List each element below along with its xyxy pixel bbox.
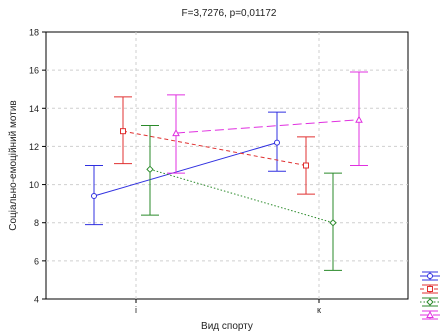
legend-marker [427, 273, 433, 279]
series-layer [85, 71, 368, 271]
chart-title: F=3,7276, p=0,01172 [182, 8, 277, 19]
x-tick-label: к [317, 305, 321, 315]
legend-item-1 [420, 271, 440, 281]
y-tick-label: 16 [29, 66, 39, 76]
data-point [329, 219, 337, 227]
y-tick-label: 14 [29, 104, 39, 114]
legend-marker [426, 298, 434, 306]
x-tick-label: і [135, 305, 137, 315]
legend-item-3 [420, 297, 440, 307]
legend-marker [426, 310, 434, 318]
x-axis-label: Вид спорту [201, 321, 253, 332]
series-line [149, 168, 334, 224]
y-tick-label: 18 [29, 28, 39, 38]
y-axis: 4 6 8 10 12 14 16 18 [29, 28, 46, 305]
series-2 [114, 96, 315, 195]
y-tick-label: 12 [29, 142, 39, 152]
data-point [355, 115, 363, 123]
series-line [93, 142, 278, 197]
data-point [172, 129, 180, 137]
y-tick-label: 10 [29, 180, 39, 190]
data-point [120, 128, 126, 135]
data-point [274, 139, 280, 146]
grid [46, 32, 408, 299]
data-point [146, 165, 154, 174]
series-line [122, 130, 307, 166]
data-point [303, 162, 309, 169]
legend [420, 271, 440, 320]
series-3 [141, 124, 342, 271]
y-axis-label: Соціально-емоційний мотив [8, 100, 19, 230]
series-4 [167, 71, 368, 174]
series-1 [85, 111, 286, 226]
legend-item-2 [420, 284, 440, 294]
series-line [175, 119, 360, 134]
y-tick-label: 4 [34, 295, 39, 305]
legend-marker [427, 286, 433, 292]
y-tick-label: 8 [34, 218, 39, 228]
y-tick-label: 6 [34, 256, 39, 266]
plot-frame [45, 31, 409, 300]
data-point [91, 193, 97, 200]
legend-item-4 [420, 310, 440, 320]
